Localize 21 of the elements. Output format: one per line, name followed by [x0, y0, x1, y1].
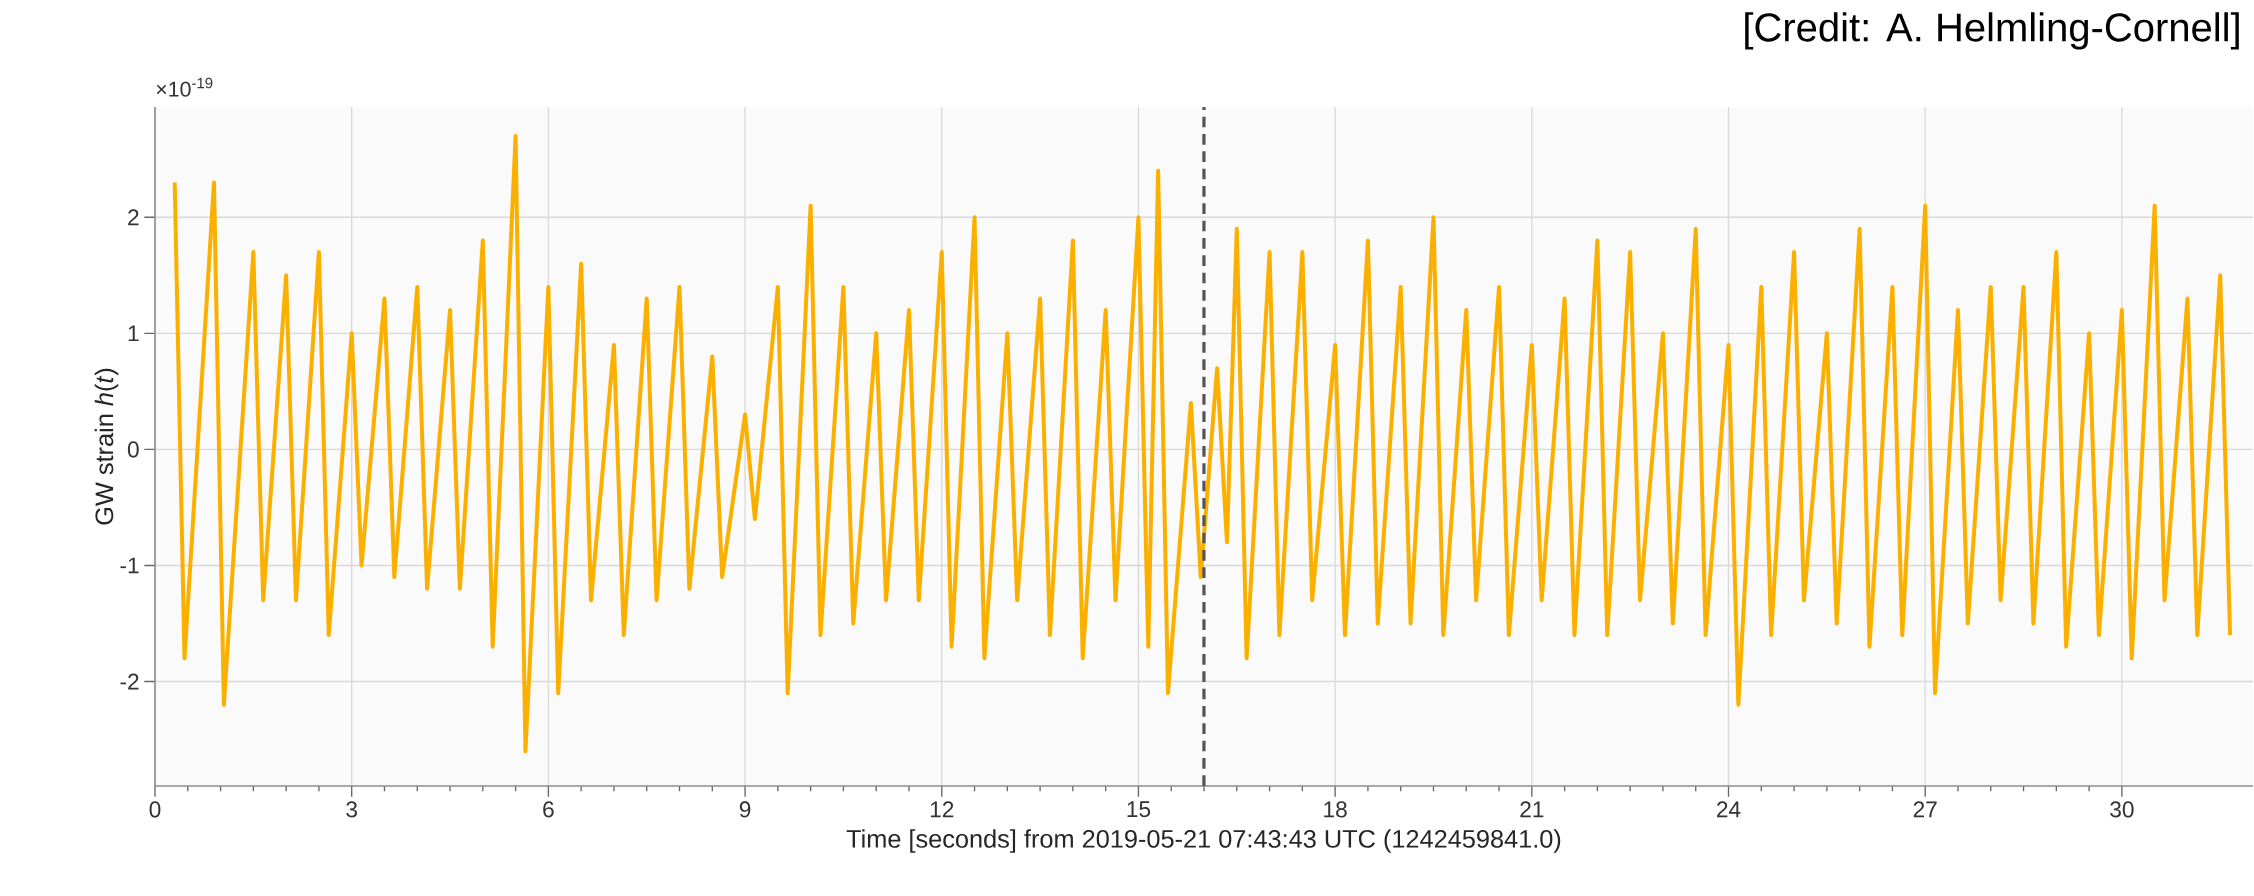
x-tick-label: 21	[1520, 801, 1544, 818]
x-tick-label: 9	[739, 801, 751, 818]
text: [Credit: A. Helmling-Cornell]	[1745, 12, 2239, 50]
y-tick-label: 2	[128, 209, 139, 226]
y-tick-label: 0	[127, 441, 139, 458]
text: ×10$^{-19}$	[156, 77, 213, 97]
x-tick-label: 30	[2110, 801, 2134, 818]
x-axis-title: Time [seconds] from 2019-05-21 07:43:43 UTC (1242459841.0)	[846, 829, 1561, 853]
x-tick-label: 18	[1324, 801, 1347, 818]
y-tick-label: -1	[120, 557, 139, 574]
x-tick-label: 12	[930, 801, 954, 818]
y-tick-label: 1	[128, 325, 139, 342]
x-tick-label: 0	[149, 801, 161, 818]
x-tick-label: 27	[1913, 801, 1937, 818]
x-tick-label: 24	[1717, 801, 1741, 818]
x-tick-label: 3	[346, 801, 357, 818]
line-series	[172, 134, 2233, 754]
x-tick-label: 6	[543, 801, 554, 818]
y-axis-title: GW strain h(t)	[94, 368, 119, 525]
y-tick-label: -2	[120, 673, 139, 690]
x-tick-label: 15	[1127, 801, 1151, 818]
